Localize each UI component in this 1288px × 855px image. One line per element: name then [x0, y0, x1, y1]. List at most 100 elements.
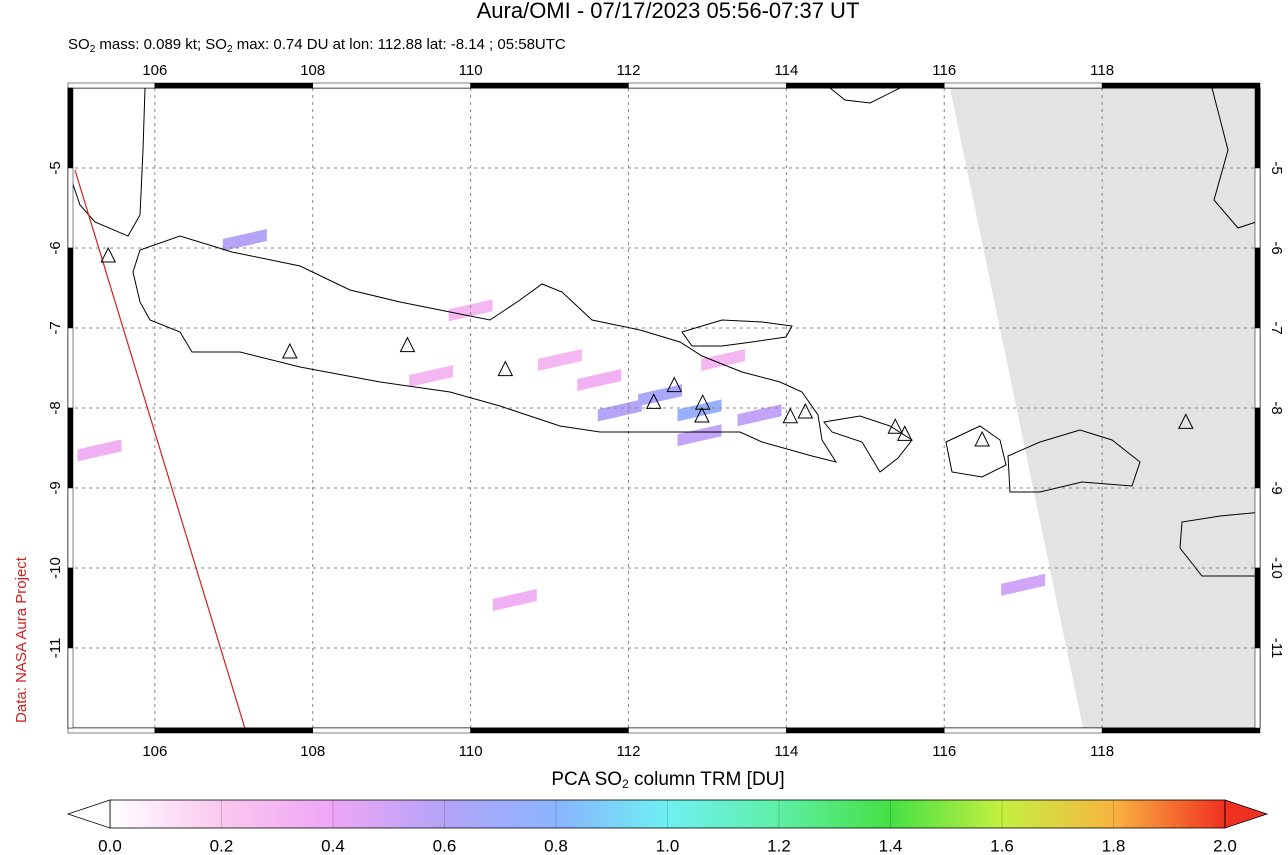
x-tick-label: 110 — [459, 743, 483, 760]
y-tick-label: -6 — [47, 241, 64, 254]
so2-pixel — [537, 349, 582, 371]
so2-pixel — [577, 369, 622, 391]
colorbar-label-part: column TRM [DU] — [629, 769, 785, 790]
so2-pixel — [492, 589, 537, 611]
y-tick-label: -11 — [47, 638, 64, 659]
x-tick-label: 118 — [1090, 62, 1114, 79]
colorbar-tick-label: 1.6 — [990, 836, 1014, 855]
subtitle: SO2 mass: 0.089 kt; SO2 max: 0.74 DU at … — [68, 36, 566, 55]
frame-bar — [1254, 647, 1261, 729]
so2-pixel — [1001, 573, 1046, 596]
so2-pixel — [737, 404, 782, 427]
coastline — [681, 319, 793, 347]
frame-bar — [1254, 487, 1261, 569]
coastline — [823, 415, 913, 473]
frame-bar — [67, 407, 74, 489]
volcano — [645, 393, 662, 409]
so2-pixel — [638, 384, 683, 407]
coastline — [829, 88, 901, 104]
coastline — [132, 235, 838, 463]
frame-bar — [1254, 167, 1261, 249]
map — [68, 88, 1260, 728]
colorbar-tick-label: 1.8 — [1102, 836, 1126, 855]
frame-bar — [67, 727, 156, 734]
colorbar-tick-label: 0.6 — [433, 836, 457, 855]
frame-bar — [470, 727, 629, 734]
frame-bar — [154, 727, 313, 734]
x-tick-label: 114 — [774, 62, 798, 79]
colorbar-tick-label: 1.0 — [656, 836, 680, 855]
volcano-layer — [100, 246, 1194, 447]
so2-pixel — [77, 439, 122, 462]
frame-bar — [470, 82, 629, 89]
subtitle-subscript: 2 — [90, 44, 96, 55]
pixel-layer — [77, 229, 1046, 611]
coastline — [1007, 429, 1141, 493]
y-tick-label: -5 — [47, 161, 64, 174]
x-tick-label: 116 — [932, 743, 956, 760]
side-label: Data: NASA Aura Project — [13, 556, 30, 723]
volcano — [497, 360, 514, 377]
y-tick-label: -8 — [1268, 401, 1285, 414]
volcano — [694, 406, 710, 423]
so2-pixel — [701, 349, 746, 371]
colorbar-extension — [66, 799, 111, 829]
coastline — [945, 425, 1007, 478]
colorbar-tick-label: 0.4 — [321, 836, 345, 855]
colorbar-extension — [1224, 799, 1269, 829]
frame-bar — [628, 82, 787, 89]
frame-bar — [1254, 247, 1261, 329]
volcano — [1177, 413, 1194, 429]
frame-bar — [628, 727, 787, 734]
volcano — [666, 376, 683, 393]
frame-bar — [67, 87, 74, 169]
y-tick-label: -5 — [1268, 161, 1285, 174]
frame-bar — [67, 247, 74, 329]
so2-pixel — [677, 424, 722, 447]
so2-pixel — [222, 229, 267, 251]
frame-bar — [786, 82, 945, 89]
y-tick-label: -9 — [47, 481, 64, 494]
coastline — [1211, 88, 1260, 229]
frame-bar — [67, 567, 74, 649]
frame-bar — [1254, 327, 1261, 409]
volcano — [399, 336, 416, 353]
y-tick-label: -7 — [1268, 321, 1285, 334]
y-tick-label: -7 — [47, 321, 64, 334]
frame-bar — [1101, 727, 1261, 734]
y-tick-label: -10 — [47, 557, 64, 579]
frame-bar — [154, 82, 313, 89]
frame-bar — [1254, 407, 1261, 489]
x-tick-label: 114 — [774, 743, 798, 760]
x-tick-label: 118 — [1090, 743, 1114, 760]
colorbar-label-part: PCA SO — [551, 769, 622, 790]
colorbar-tick-label: 1.4 — [879, 836, 903, 855]
frame-bar — [312, 82, 471, 89]
frame-bar — [943, 82, 1103, 89]
frame-bar — [1101, 82, 1261, 89]
subtitle-part: SO — [68, 36, 90, 53]
so2-pixel — [448, 299, 493, 322]
orbit-track — [74, 169, 246, 728]
volcano — [782, 407, 799, 424]
subtitle-part: max: 0.74 DU at lon: 112.88 lat: -8.14 ;… — [233, 36, 566, 53]
grid — [68, 88, 1260, 728]
so2-pixel — [597, 399, 642, 422]
x-tick-label: 108 — [300, 743, 325, 760]
frame-bar — [1254, 567, 1261, 649]
coastline — [1179, 511, 1260, 577]
so2-pixel — [409, 365, 454, 387]
frame-bar — [943, 727, 1103, 734]
frame-bar — [67, 167, 74, 249]
volcano — [887, 418, 904, 434]
volcano — [100, 246, 117, 263]
frame-bar — [67, 327, 74, 409]
colorbar-tick-label: 0.8 — [544, 836, 568, 855]
so2-pixel — [677, 399, 722, 422]
volcano — [797, 402, 814, 419]
frame-bar — [67, 487, 74, 569]
y-tick-label: -8 — [47, 401, 64, 414]
subtitle-subscript: 2 — [227, 44, 233, 55]
x-tick-label: 112 — [617, 62, 641, 79]
